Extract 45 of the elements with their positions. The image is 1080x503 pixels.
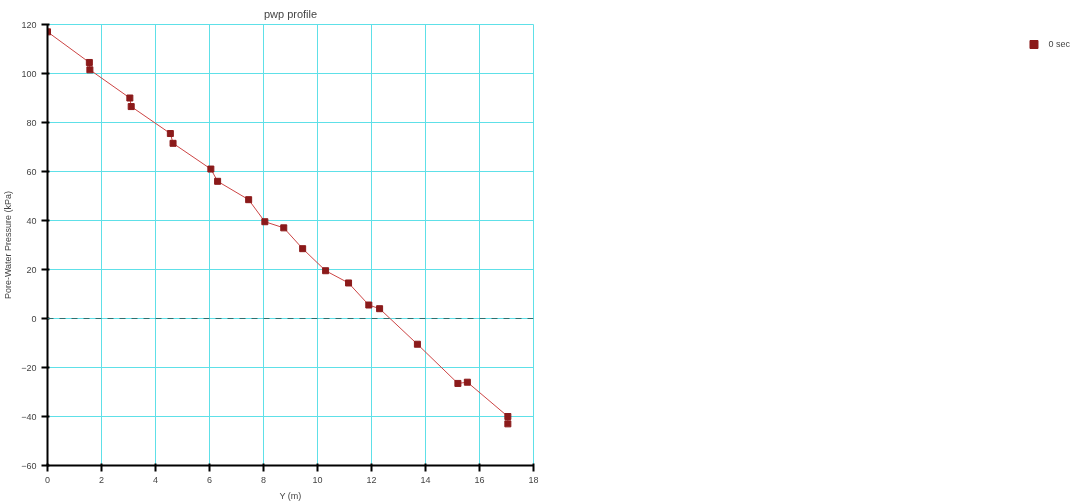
y-axis-title: Pore-Water Pressure (kPa) [3, 190, 14, 300]
point [463, 378, 471, 386]
point [454, 379, 462, 387]
y-tick-label: 40 [26, 215, 37, 226]
point [345, 279, 353, 287]
y-tick-label: −20 [21, 362, 37, 373]
x-tick-label: 14 [420, 474, 431, 485]
y-tick-label: 100 [21, 68, 37, 79]
y-tick-label: 80 [26, 117, 37, 128]
y-tick-label: 60 [26, 166, 37, 177]
x-tick-label: 12 [366, 474, 377, 485]
point [322, 267, 330, 275]
legend-label: 0 sec [1048, 39, 1070, 49]
x-tick-label: 2 [99, 474, 105, 485]
point [280, 224, 288, 232]
x-tick-label: 6 [207, 474, 213, 485]
point [127, 103, 135, 111]
x-tick-label: 10 [312, 474, 323, 485]
point [245, 196, 253, 204]
point [207, 165, 215, 173]
point [413, 340, 421, 348]
y-tick-label: −40 [21, 411, 37, 422]
point [86, 66, 94, 74]
y-tick-label: 120 [21, 19, 37, 30]
x-tick-label: 16 [474, 474, 485, 485]
point [169, 139, 177, 147]
y-tick-label: 0 [31, 313, 37, 324]
point [504, 413, 512, 420]
x-tick-label: 8 [261, 474, 267, 485]
chart-title: pwp profile [263, 7, 318, 20]
y-tick-label: 20 [26, 264, 37, 275]
point [299, 245, 307, 253]
x-tick-label: 0 [45, 474, 51, 485]
point [214, 177, 222, 185]
point [365, 301, 373, 309]
point [376, 305, 384, 313]
y-tick-label: −60 [21, 460, 37, 471]
point [126, 94, 134, 102]
point [504, 420, 512, 428]
x-tick-label: 18 [528, 474, 539, 485]
point [85, 58, 93, 66]
x-axis-title: Y (m) [279, 490, 302, 501]
point [166, 130, 174, 138]
x-tick-label: 4 [153, 474, 159, 485]
point [261, 218, 269, 226]
